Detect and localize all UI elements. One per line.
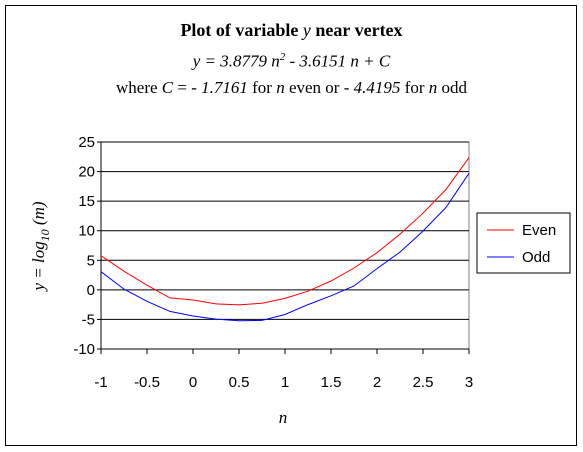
x-tick-label: 1.5 xyxy=(321,374,342,391)
x-tick-label: 2 xyxy=(373,374,381,391)
y-tick-label: 5 xyxy=(87,252,95,269)
y-tick-label: 20 xyxy=(78,164,95,181)
axes xyxy=(97,141,470,354)
y-tick-label: -10 xyxy=(73,341,95,358)
chart-title: Plot of variable y near vertex xyxy=(180,20,403,40)
series-lines xyxy=(100,157,470,322)
y-tick-label: 25 xyxy=(78,134,95,151)
legend: Even Odd xyxy=(476,212,571,274)
x-tick-label: 0.5 xyxy=(229,374,250,391)
x-tick-label: 3 xyxy=(465,374,473,391)
chart-subtitle-equation: y = 3.8779 n2 - 3.6151 n + C xyxy=(192,51,391,71)
series-line-even xyxy=(100,157,470,306)
gridlines xyxy=(101,141,469,350)
x-tick-label: 2.5 xyxy=(413,374,434,391)
chart-subtitle-constants: where C = - 1.7161 for n even or - 4.419… xyxy=(116,78,467,97)
svg-text:y = log10 (m): y = log10 (m) xyxy=(29,201,52,292)
plot-area-border xyxy=(100,141,470,350)
y-axis-label: y = log10 (m) xyxy=(29,201,52,292)
x-tick-label: 1 xyxy=(281,374,289,391)
legend-label-odd: Odd xyxy=(522,249,550,266)
tick-labels: 25 20 15 10 5 0 -5 -10 -1 -0.5 0 0.5 1 1.5 2 2.5 3 xyxy=(73,134,473,391)
x-tick-label: -1 xyxy=(94,374,107,391)
y-tick-label: 0 xyxy=(87,282,95,299)
series-line-odd xyxy=(100,173,470,322)
x-tick-label: 0 xyxy=(189,374,197,391)
x-axis-label: n xyxy=(279,408,288,427)
legend-box xyxy=(476,212,571,274)
y-tick-label: -5 xyxy=(82,311,95,328)
legend-label-even: Even xyxy=(522,222,556,239)
x-tick-label: -0.5 xyxy=(134,374,160,391)
y-tick-label: 10 xyxy=(78,223,95,240)
y-tick-label: 15 xyxy=(78,193,95,210)
